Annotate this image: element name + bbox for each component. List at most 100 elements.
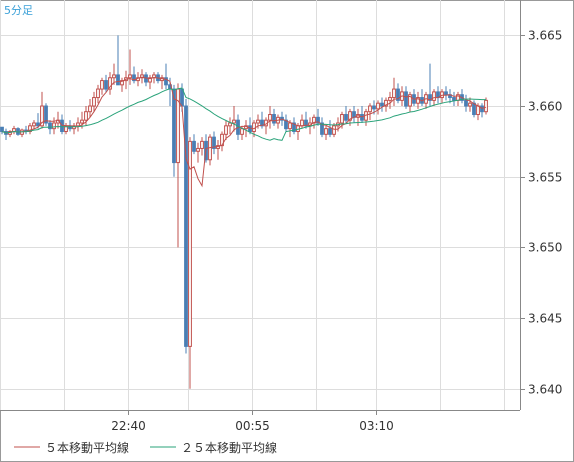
candle-body [360,114,364,121]
candle-body [452,97,456,101]
candle [212,131,216,155]
legend-ma5-label: ５本移動平均線 [45,440,129,455]
candle [328,120,332,138]
candle [184,98,188,354]
candle [196,142,200,163]
candle-body [32,122,36,127]
candle-body [428,94,432,101]
candle [480,103,484,118]
candle-body [228,122,232,127]
candle-body [252,122,256,132]
candle [92,91,96,112]
candle-body [328,128,332,135]
candle-body [468,102,472,107]
candle-body [212,136,216,149]
candle-body [344,114,348,121]
candle-body [76,122,80,127]
candle-body [480,105,484,113]
candle-body [232,119,236,124]
y-tick-label: 3.645 [528,312,562,326]
candle [272,108,276,126]
candle [112,63,116,85]
candle-body [272,114,276,124]
candle [440,89,444,104]
candle [444,86,448,101]
x-tick-label: 22:40 [111,419,146,433]
candle-body [40,105,44,127]
candle-body [256,119,260,124]
candle [380,97,384,112]
candle [208,134,212,166]
candle-body [184,105,188,347]
candle-body [348,111,352,121]
candle-body [376,102,380,110]
candle-body [396,88,400,101]
candle [132,66,136,84]
candle [224,120,228,140]
candle-body [84,111,88,121]
candle-body [288,122,292,130]
candle-body [164,77,168,86]
candle [88,98,92,118]
candle-body [96,88,100,99]
candle [52,117,56,135]
candle [100,77,104,95]
candle [484,97,488,115]
y-tick-label: 3.660 [528,100,562,114]
candle [368,103,372,121]
candle-body [92,97,96,107]
candle-body [188,140,192,347]
legend: ５本移動平均線 ２５本移動平均線 [14,440,277,455]
candle [388,91,392,109]
candle [192,134,196,155]
candle-body [380,102,384,107]
timeframe-label: 5分足 [4,4,33,17]
candle-body [300,119,304,127]
candle [172,84,176,177]
candle-body [332,125,336,135]
candle-body [444,91,448,96]
candle [188,137,192,389]
candle [268,106,272,129]
candle-body [140,74,144,79]
candle-body [416,97,420,104]
candle-body [80,119,84,124]
candle-body [108,77,112,90]
y-tick-label: 3.650 [528,241,562,255]
candle-body [100,80,104,90]
candle [404,86,408,109]
candle [344,106,348,123]
candle [396,83,400,104]
candle [260,111,264,129]
candle [36,113,40,129]
moving-averages [1,76,487,188]
candle-body [208,136,212,161]
candle-body [172,88,176,164]
candle [324,125,328,140]
candle [148,74,152,90]
candle-body [104,80,108,90]
candle [108,72,112,95]
candle-body [120,80,124,86]
candle-body [440,91,444,99]
candle [316,108,320,126]
candle-body [316,116,320,124]
candle [376,100,380,115]
candle [84,106,88,126]
candle [392,77,396,107]
ma5-line [1,76,487,188]
candle-body [132,74,136,82]
candle [408,91,412,112]
candle-body [196,147,200,152]
y-tick-label: 3.655 [528,171,562,185]
candle-body [148,77,152,83]
candle [288,120,292,138]
grid [0,0,520,410]
candle-body [384,99,388,107]
candle [200,137,204,156]
candle [32,120,36,129]
candle-body [88,105,92,113]
candle-body [476,105,480,116]
x-tick-label: 03:10 [359,419,394,433]
